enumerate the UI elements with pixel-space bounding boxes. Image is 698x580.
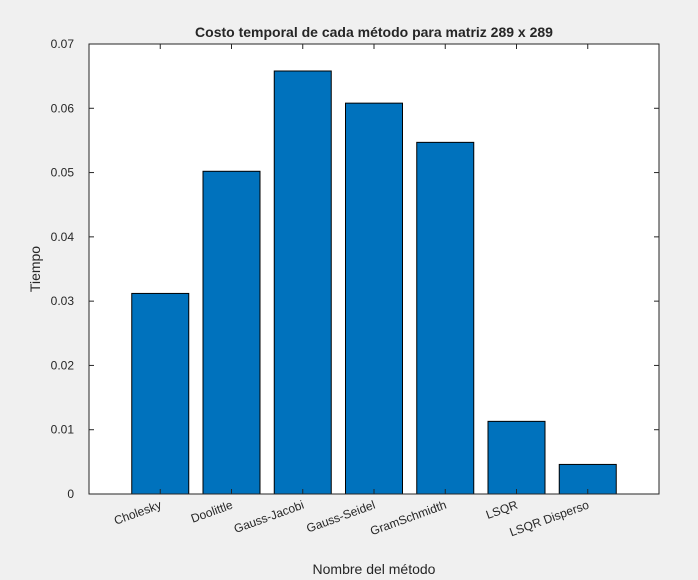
x-axis-label: Nombre del método [313, 561, 436, 577]
bar-1 [202, 170, 261, 495]
x-tick-label-5: LSQR [484, 498, 520, 522]
y-axis-label: Tiempo [27, 246, 43, 292]
x-tick-label-0: Cholesky [112, 498, 163, 528]
bar-4 [416, 141, 475, 495]
x-tick-label-3: Gauss-Seidel [305, 498, 377, 536]
y-tick-label-5: 0.05 [51, 166, 75, 180]
x-tick-labels: Cholesky DoolittleGauss-JacobiGauss-Seide… [112, 498, 591, 540]
bars [131, 70, 617, 495]
y-tick-label-0: 0 [67, 487, 74, 501]
chart-title: Costo temporal de cada método para matri… [195, 24, 553, 40]
bar-5 [487, 420, 546, 495]
x-tick-label-2: Gauss-Jacobi [232, 498, 306, 536]
bar-0 [131, 292, 190, 495]
bar-2 [273, 70, 332, 495]
y-tick-label-3: 0.03 [51, 294, 75, 308]
bar-3 [345, 102, 403, 495]
y-tick-labels: 0 0.01 0.02 0.03 0.04 0.05 0.06 0.07 [51, 37, 75, 501]
y-tick-label-6: 0.06 [51, 101, 75, 115]
axis-ticks [89, 43, 659, 495]
y-tick-label-4: 0.04 [51, 230, 75, 244]
x-tick-label-6: LSQR Disperso [508, 498, 591, 540]
plot-frame [88, 43, 660, 495]
x-tick-label-1: Doolittle [189, 498, 235, 526]
y-tick-label-2: 0.02 [51, 358, 75, 372]
y-tick-label-1: 0.01 [51, 423, 75, 437]
x-tick-label-4: GramSchmidth [368, 498, 448, 539]
y-tick-label-7: 0.07 [51, 37, 75, 51]
